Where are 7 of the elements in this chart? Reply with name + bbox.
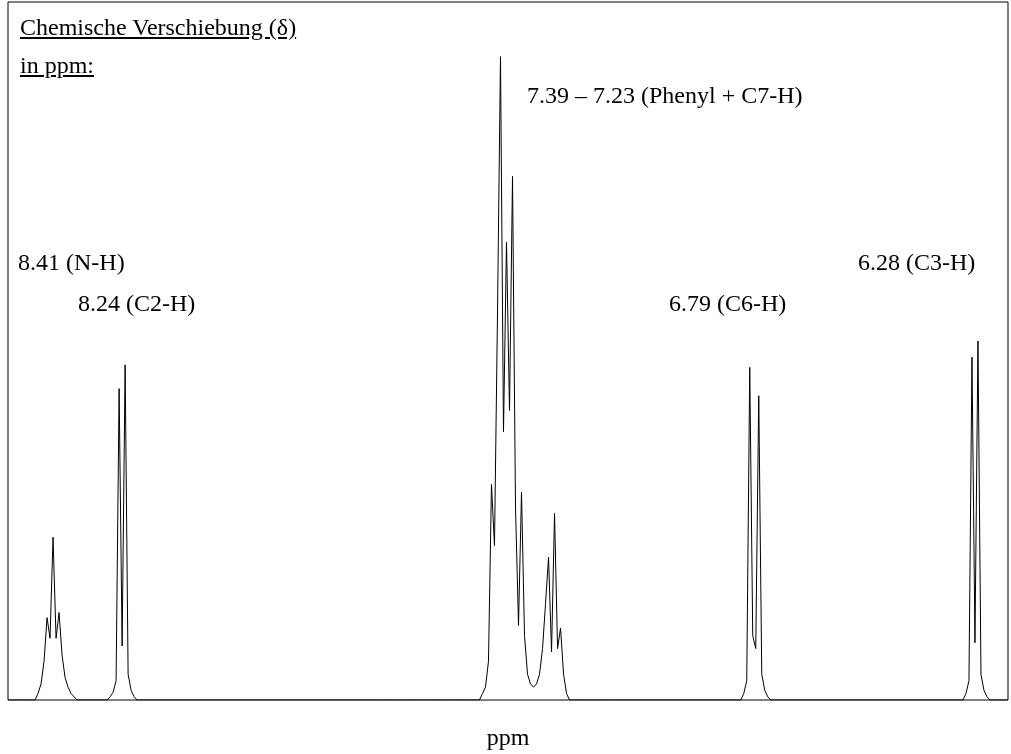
x-axis-title: ppm — [486, 724, 530, 750]
annotation: 8.41 (N-H) — [18, 249, 125, 275]
annotation: 6.28 (C3-H) — [858, 249, 976, 275]
annotation: 6.79 (C6-H) — [669, 290, 787, 316]
annotation: 7.39 – 7.23 (Phenyl + C7-H) — [527, 82, 803, 108]
annotation: 8.24 (C2-H) — [78, 290, 196, 316]
chart-title: Chemische Verschiebung (δ) in ppm: — [20, 13, 297, 80]
